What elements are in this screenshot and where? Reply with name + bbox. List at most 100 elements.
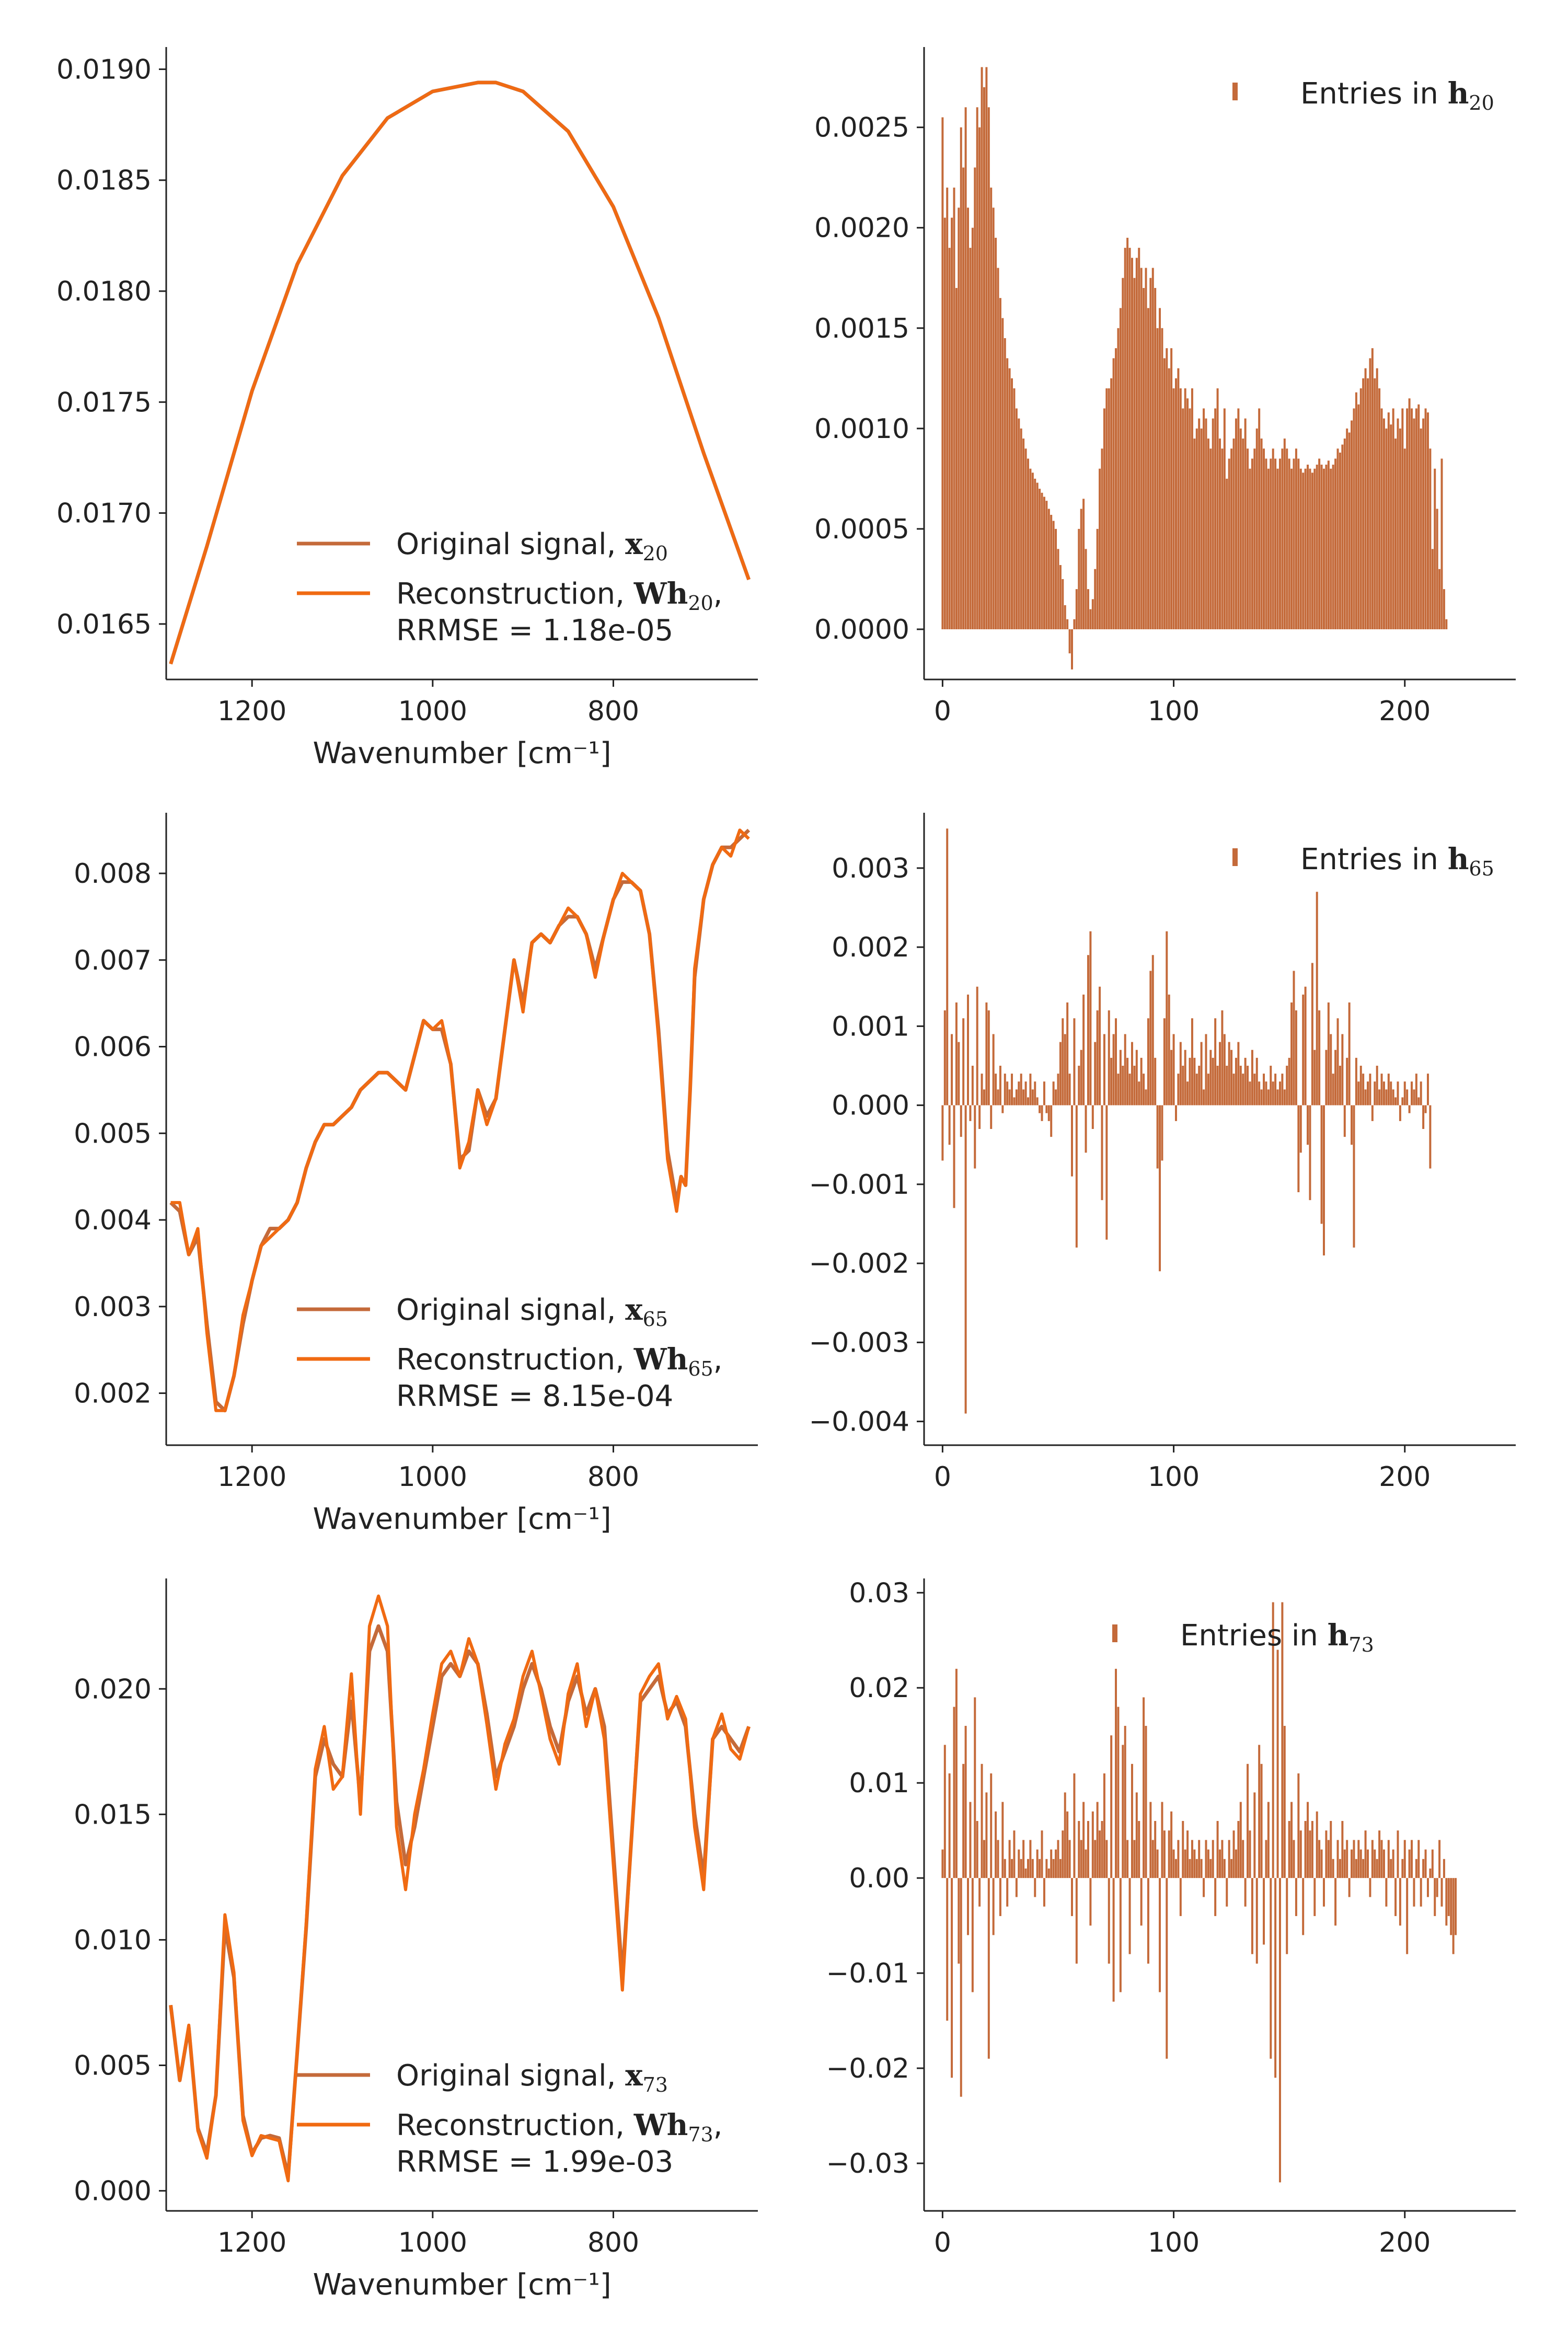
coefficient-bar	[1276, 1650, 1279, 1878]
coefficient-bar	[1075, 1878, 1078, 1964]
coefficient-bar	[1244, 1057, 1247, 1105]
coefficient-bar	[974, 1105, 976, 1169]
coefficient-bar	[941, 1105, 944, 1161]
coefficient-bar	[1327, 460, 1330, 629]
coefficient-bar	[1105, 1840, 1108, 1878]
coefficient-bar	[1191, 1018, 1193, 1105]
coefficient-bar	[1424, 1105, 1427, 1113]
y-tick-label: 0.008	[74, 858, 152, 890]
coefficient-bar	[971, 1066, 974, 1105]
coefficient-bar	[1260, 1089, 1263, 1105]
coefficient-bar	[1316, 464, 1318, 629]
coefficient-bar	[1309, 1830, 1311, 1878]
coefficient-bar	[1101, 448, 1103, 629]
coefficient-bar	[1062, 1830, 1064, 1878]
y-tick-label: 0.0000	[814, 614, 909, 645]
coefficient-bar	[1189, 1057, 1191, 1105]
coefficient-bar	[1387, 1840, 1390, 1878]
coefficient-bar	[1385, 428, 1388, 629]
legend-text-part: h	[1328, 1618, 1349, 1653]
legend: Entries in h20	[1232, 76, 1494, 114]
coefficient-bar	[1247, 448, 1249, 629]
coefficient-bar	[948, 1105, 951, 1145]
coefficient-bar	[1212, 418, 1214, 629]
coefficient-bar	[960, 1105, 962, 1137]
coefficient-bar	[1348, 1002, 1351, 1105]
coefficient-bar	[1336, 1840, 1339, 1878]
coefficient-bar	[1189, 408, 1191, 629]
coefficient-bar	[1126, 237, 1129, 629]
coefficient-bar	[1151, 955, 1154, 1105]
coefficient-bar	[1031, 1859, 1034, 1878]
y-tick-label: −0.003	[809, 1327, 909, 1358]
y-tick-label: 0.03	[849, 1577, 909, 1609]
coefficient-bar	[1288, 1057, 1290, 1105]
coefficient-bar	[1145, 1089, 1147, 1105]
coefficient-bar	[1122, 1745, 1124, 1878]
legend-text-part: ,	[713, 2108, 723, 2142]
coefficient-bar	[1029, 1074, 1032, 1105]
coefficient-bar	[1039, 489, 1041, 629]
coefficient-bar	[1272, 448, 1274, 629]
coefficient-bar	[1367, 378, 1369, 629]
coefficient-bar	[1059, 565, 1062, 629]
coefficient-bar	[1394, 439, 1397, 629]
coefficient-bar	[1177, 1074, 1180, 1105]
coefficient-bar	[974, 1697, 976, 1878]
x-axis-label: Wavenumber [cm⁻¹]	[313, 736, 611, 770]
coefficient-bar	[1251, 458, 1253, 629]
coefficient-bar	[1341, 1820, 1344, 1878]
coefficient-bar	[1283, 439, 1286, 629]
coefficient-bar	[1071, 1878, 1073, 1916]
coefficient-bar	[1020, 1074, 1022, 1105]
coefficient-bar	[1278, 1878, 1281, 2183]
coefficient-bar	[1045, 1105, 1048, 1113]
coefficient-bar	[1043, 497, 1045, 629]
coefficient-bar	[1115, 1668, 1117, 1878]
coefficient-bar	[1041, 492, 1043, 629]
coefficient-bar	[1339, 1066, 1341, 1105]
coefficient-bar	[1293, 458, 1295, 629]
x-tick-label: 1200	[217, 696, 286, 727]
coefficient-bar	[1205, 1840, 1207, 1878]
legend-text-part: Wh	[633, 2108, 688, 2142]
coefficient-bar	[1374, 1849, 1376, 1878]
legend-swatch-bars	[1232, 848, 1238, 866]
coefficient-bar	[1274, 458, 1277, 629]
coefficient-bar	[946, 187, 949, 629]
coefficient-bar	[1311, 963, 1313, 1105]
coefficient-bar	[971, 227, 974, 629]
coefficient-bar	[1004, 1859, 1006, 1878]
coefficient-bar	[1039, 1105, 1041, 1113]
coefficient-bar	[1055, 1849, 1057, 1878]
coefficient-bar	[1140, 1878, 1143, 1926]
coefficient-bar	[1274, 1878, 1277, 2078]
coefficient-bar	[1108, 1010, 1110, 1105]
coefficient-bar	[1101, 1105, 1103, 1201]
coefficient-bar	[1376, 368, 1378, 629]
coefficient-bar	[1297, 1773, 1300, 1878]
coefficient-bar	[1343, 439, 1346, 629]
coefficient-bar	[1364, 368, 1367, 629]
coefficient-bar	[1143, 1697, 1145, 1878]
legend-text-part: Wh	[633, 1342, 688, 1377]
coefficient-bar	[1045, 1859, 1048, 1878]
coefficient-bar	[1443, 589, 1445, 629]
coefficient-bar	[1380, 408, 1383, 629]
legend-swatch-bars	[1112, 1624, 1117, 1642]
coefficient-bar	[1376, 1066, 1378, 1105]
coefficient-bar	[1258, 1081, 1261, 1105]
x-tick-label: 0	[934, 1461, 951, 1493]
coefficient-bar	[1239, 428, 1242, 629]
coefficient-bar	[1006, 358, 1009, 629]
y-tick-label: 0.0180	[56, 276, 152, 307]
x-tick-label: 1200	[217, 2227, 286, 2258]
coefficient-bar	[948, 1773, 951, 1878]
x-tick-label: 800	[587, 2227, 639, 2258]
coefficient-bar	[1105, 388, 1108, 629]
legend-text-part: Reconstruction,	[396, 1343, 634, 1377]
coefficient-bar	[1313, 468, 1316, 629]
coefficient-bar	[1087, 589, 1089, 629]
coefficient-bar	[1382, 1849, 1385, 1878]
coefficient-bar	[1378, 1089, 1381, 1105]
